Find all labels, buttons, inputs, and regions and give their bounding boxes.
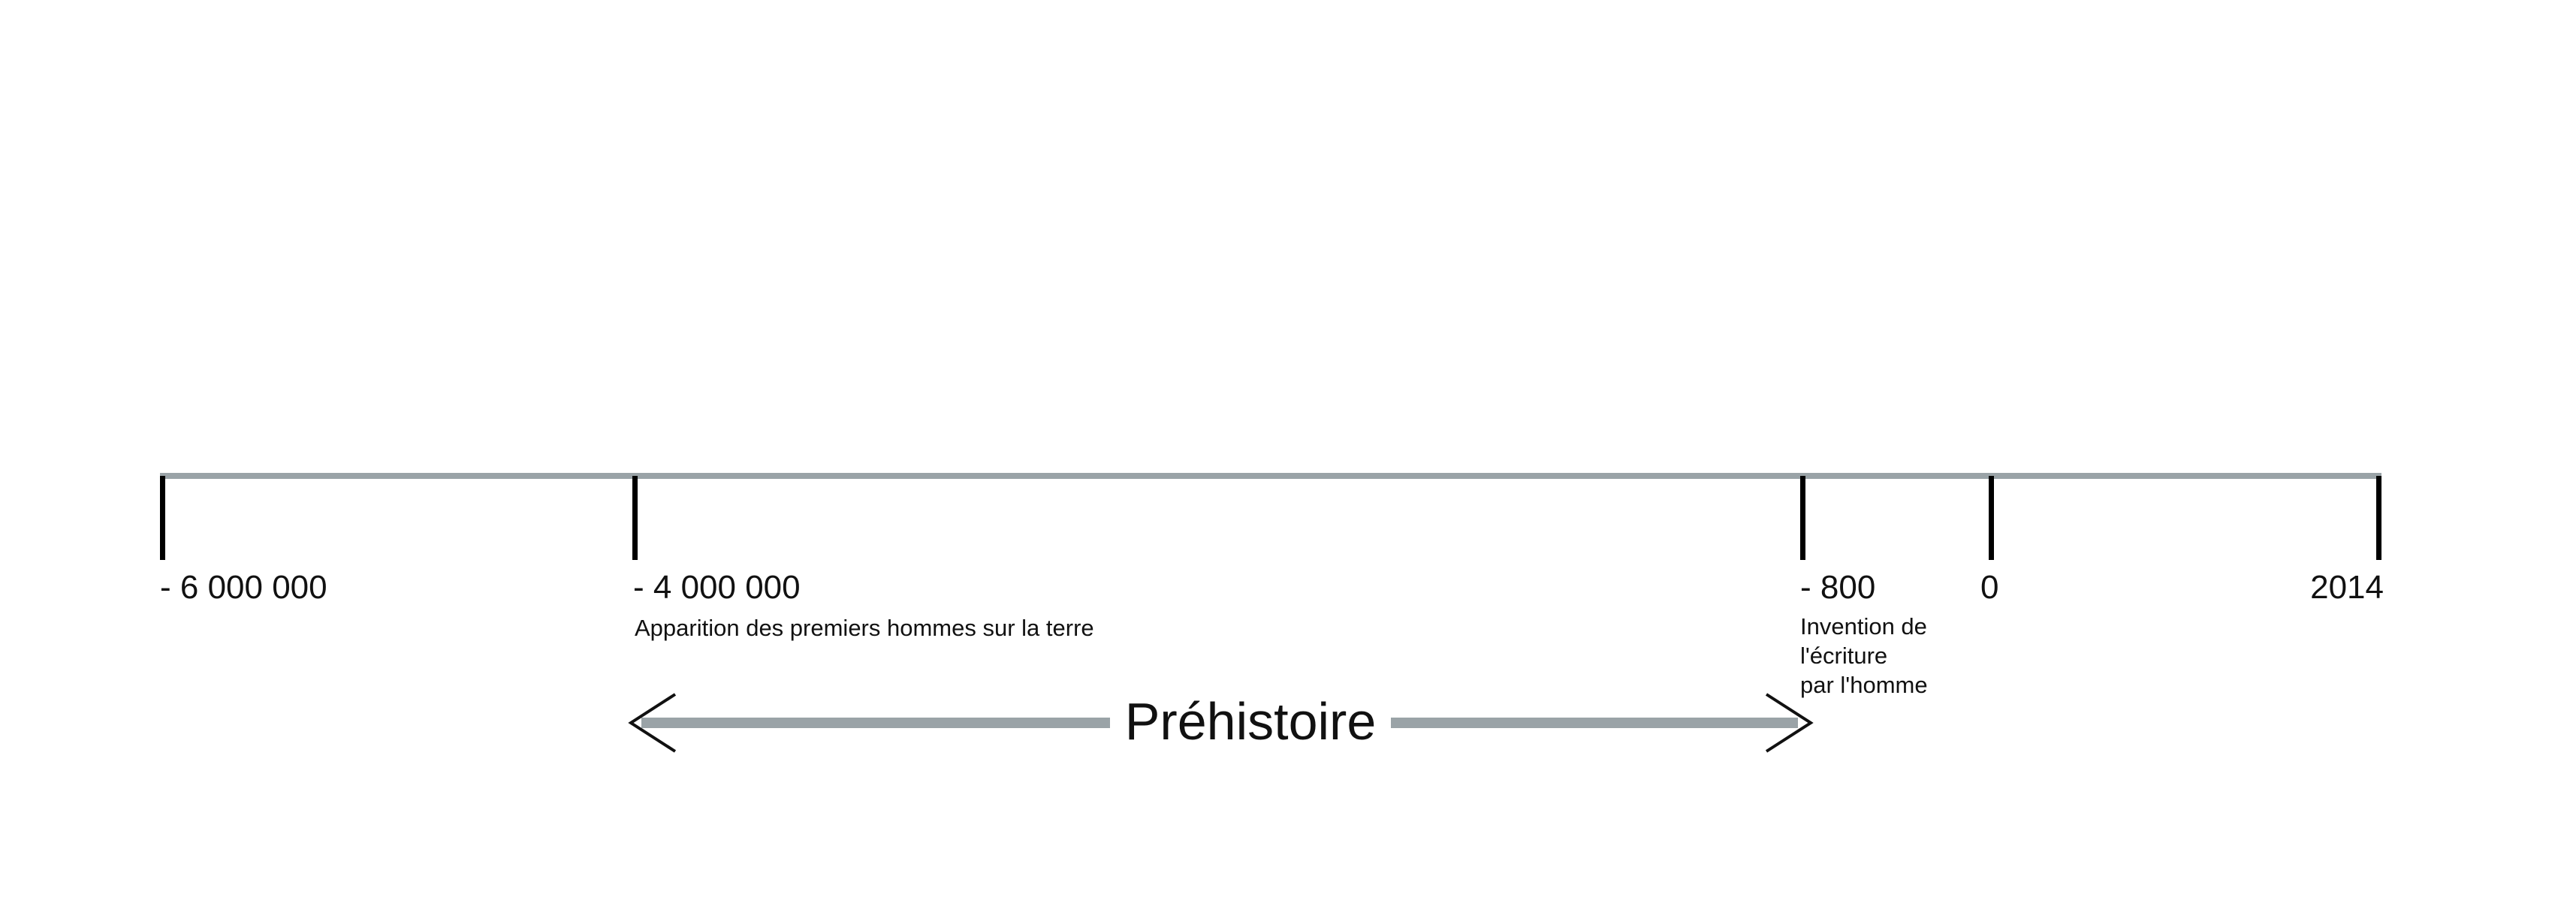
tick-mark-minus-4000000 (632, 476, 638, 560)
tick-label-2014: 2014 (2310, 569, 2384, 606)
event-writing-line-2: l'écriture (1800, 643, 1887, 669)
period-arrowhead-right (1765, 693, 1814, 753)
period-arrowhead-left (628, 693, 677, 753)
tick-label-minus-4000000: - 4 000 000 (633, 569, 801, 606)
tick-mark-minus-800 (1800, 476, 1805, 560)
period-label-prehistoire: Préhistoire (1125, 692, 1377, 751)
event-writing-line-1: Invention de (1800, 613, 1927, 640)
tick-mark-minus-6000000 (160, 476, 165, 560)
period-bar-left (641, 718, 1110, 728)
tick-mark-2014 (2376, 476, 2381, 560)
event-writing-line-3: par l'homme (1800, 672, 1928, 698)
tick-label-zero: 0 (1980, 569, 1998, 606)
event-first-humans: Apparition des premiers hommes sur la te… (635, 615, 1094, 641)
tick-label-minus-800: - 800 (1800, 569, 1875, 606)
timeline-axis (160, 473, 2381, 479)
period-bar-right (1391, 718, 1798, 728)
tick-mark-zero (1989, 476, 1994, 560)
tick-label-minus-6000000: - 6 000 000 (160, 569, 327, 606)
